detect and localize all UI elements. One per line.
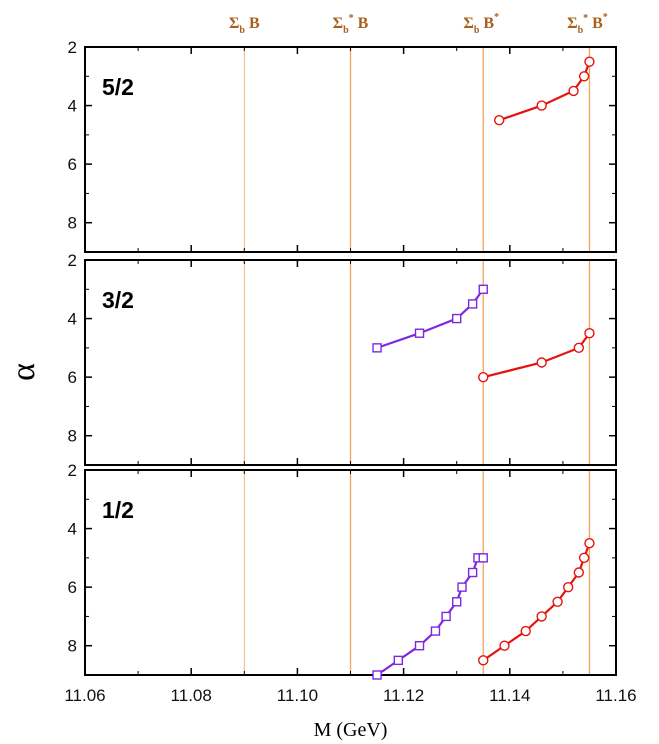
threshold-label-part: B (354, 15, 369, 32)
data-point (478, 371, 489, 383)
threshold-label-part: Σ (463, 15, 473, 32)
threshold-label-part: * (349, 13, 354, 24)
data-point (520, 625, 531, 637)
data-point (536, 357, 547, 368)
data-point (573, 342, 585, 354)
data-point (467, 567, 478, 578)
y-tick-label: 6 (68, 368, 77, 387)
threshold-label-part: * (583, 13, 588, 24)
x-tick-label: 11.14 (489, 686, 530, 705)
data-point (578, 552, 590, 564)
threshold-label-part: b (474, 25, 480, 36)
threshold-label-part: * (603, 12, 608, 23)
panel-1: 2 4 6 8 5/2 (68, 38, 617, 253)
data-point (441, 611, 451, 622)
series-line (482, 332, 591, 379)
y-tick-label: 6 (68, 155, 77, 174)
threshold-label: Σb* B* (567, 12, 608, 36)
data-point (393, 655, 403, 666)
threshold-label-part: Σ (567, 15, 577, 32)
data-point (478, 284, 488, 294)
x-tick-label: 11.06 (64, 686, 105, 705)
y-tick-label: 8 (68, 637, 77, 656)
threshold-label-part: b (343, 25, 349, 36)
data-point (563, 581, 574, 593)
data-point (372, 670, 382, 680)
threshold-label-part: Σ (333, 15, 343, 32)
x-axis-title: M (GeV) (314, 719, 388, 741)
threshold-label-part: B (479, 15, 494, 32)
series-line (482, 542, 591, 662)
data-point (452, 313, 462, 324)
threshold-label-part: * (494, 12, 499, 23)
panel-3: 2 4 6 8 1/2 (68, 461, 617, 680)
data-point (430, 626, 441, 636)
panel-layer: 2 4 6 8 5/2 2 4 6 8 3/2 2 4 6 8 1/2 11.06 11.08 11.10 11.1… (64, 38, 636, 705)
x-tick-label: 11.12 (383, 686, 424, 705)
data-point (536, 100, 547, 111)
threshold-label: Σb* B (333, 13, 369, 36)
data-point (414, 328, 425, 338)
data-point (499, 640, 510, 651)
data-point (467, 299, 478, 309)
threshold-label-part: b (578, 25, 584, 36)
panel-label: 1/2 (102, 497, 134, 523)
y-tick-label: 4 (68, 97, 77, 116)
data-point (568, 85, 579, 97)
data-point (478, 553, 488, 563)
data-point (578, 71, 590, 82)
data-point (584, 328, 595, 339)
y-tick-label: 2 (68, 461, 77, 480)
y-tick-label: 2 (68, 38, 77, 57)
threshold-label-part: b (239, 25, 245, 36)
y-tick-label: 8 (68, 214, 77, 233)
y-axis-title: α (5, 363, 42, 381)
y-tick-label: 2 (68, 251, 77, 270)
series-line (376, 556, 484, 676)
threshold-label-part: B (245, 15, 260, 32)
panel-label: 3/2 (102, 287, 134, 313)
data-point (372, 343, 382, 353)
threshold-label: Σb B* (463, 12, 499, 36)
series-line (376, 288, 485, 349)
data-point (573, 567, 585, 578)
threshold-label-part: B (588, 15, 603, 32)
y-tick-label: 4 (68, 520, 77, 539)
data-point (478, 655, 489, 666)
data-point (584, 538, 595, 549)
panel-label: 5/2 (102, 74, 134, 100)
threshold-label: Σb B (229, 15, 260, 36)
threshold-layer: Σb B Σb* B Σb B* Σb* B* (229, 12, 608, 36)
y-tick-label: 8 (68, 427, 77, 446)
data-point (414, 641, 425, 651)
y-tick-label: 4 (68, 310, 77, 329)
x-tick-label: 11.08 (171, 686, 212, 705)
data-point (452, 597, 462, 607)
data-point (536, 611, 547, 622)
data-point (457, 582, 467, 592)
y-tick-label: 6 (68, 578, 77, 597)
data-point (552, 596, 563, 607)
threshold-label-part: Σ (229, 15, 239, 32)
x-tick-label: 11.10 (277, 686, 318, 705)
panel-2: 2 4 6 8 3/2 (68, 251, 617, 466)
data-point (493, 115, 505, 126)
data-point (584, 56, 595, 67)
x-tick-label: 11.16 (595, 686, 636, 705)
